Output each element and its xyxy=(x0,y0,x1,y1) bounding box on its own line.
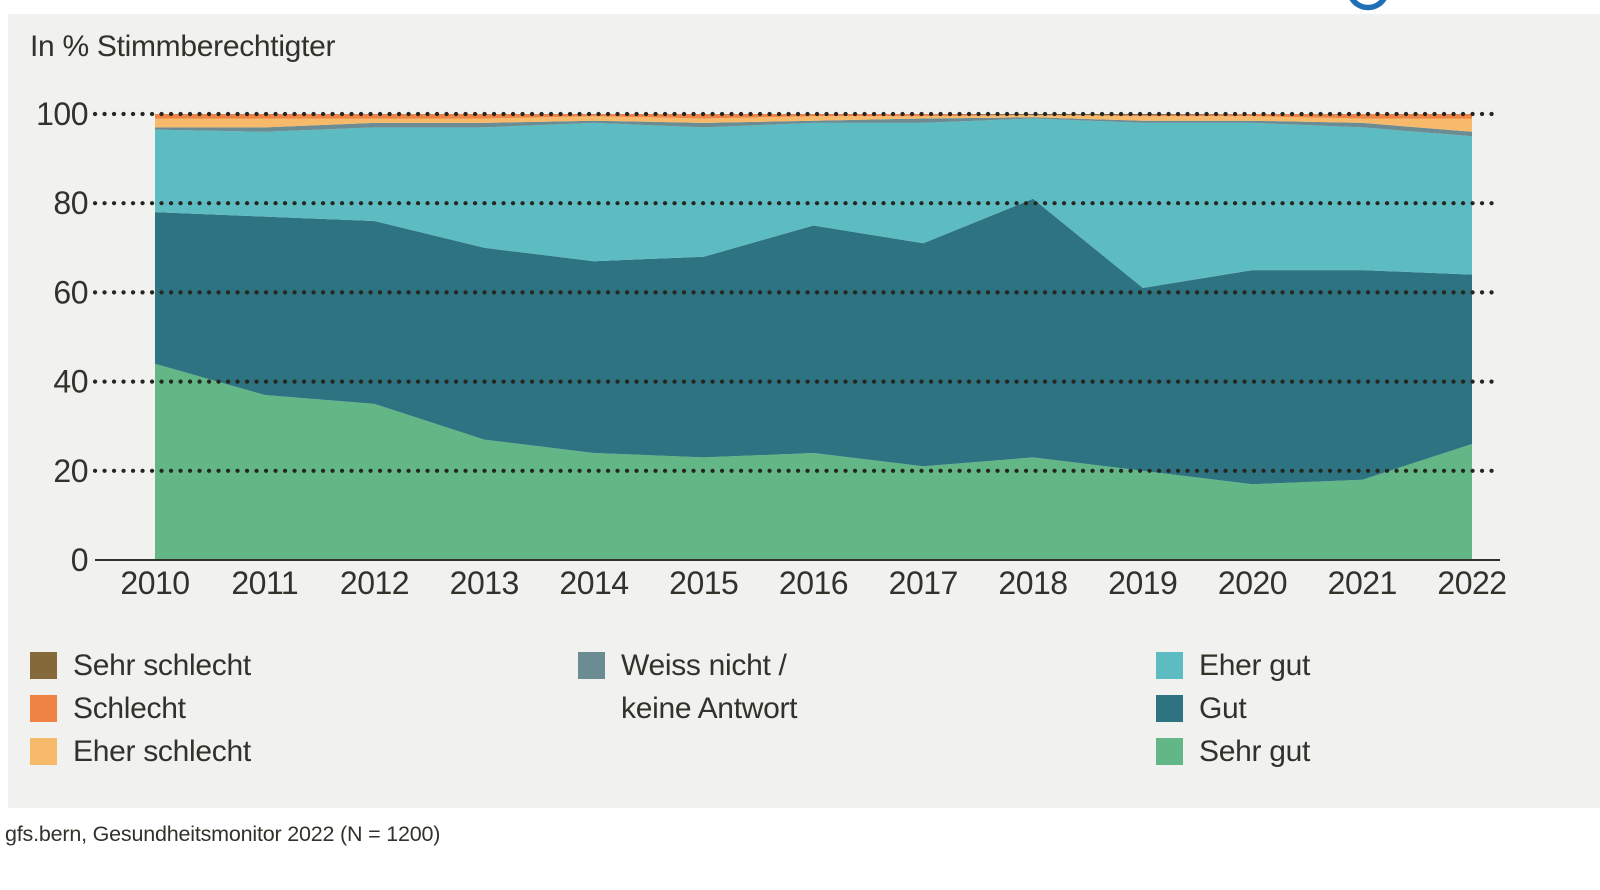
blue-circle-arc xyxy=(1349,0,1387,11)
legend-item-schlecht: Schlecht xyxy=(30,687,251,730)
legend-label: Gut xyxy=(1199,692,1247,725)
area-weiss-nicht-keine-antwort xyxy=(155,117,1472,137)
legend-label-line1: Weiss nicht / xyxy=(621,649,787,682)
legend-label-line2: keine Antwort xyxy=(621,692,798,725)
y-tick-label-80: 80 xyxy=(53,185,88,221)
legend-swatch-eher-gut xyxy=(1156,652,1183,679)
legend-item-sehr-gut: Sehr gut xyxy=(1156,730,1310,773)
x-tick-label-2018: 2018 xyxy=(998,565,1067,601)
y-tick-label-60: 60 xyxy=(53,274,88,310)
x-tick-label-2010: 2010 xyxy=(120,565,189,601)
y-tick-label-20: 20 xyxy=(53,453,88,489)
legend-label: Sehr gut xyxy=(1199,735,1311,768)
legend-item-gut: Gut xyxy=(1156,687,1310,730)
x-tick-label-2022: 2022 xyxy=(1437,565,1506,601)
x-tick-label-2013: 2013 xyxy=(450,565,519,601)
x-tick-label-2020: 2020 xyxy=(1218,565,1287,601)
partial-logo-icon xyxy=(1349,0,1387,11)
x-tick-label-2021: 2021 xyxy=(1328,565,1397,601)
legend-label: Sehr schlecht xyxy=(73,649,251,682)
x-tick-label-2015: 2015 xyxy=(669,565,738,601)
legend-item-sehr-schlecht: Sehr schlecht xyxy=(30,644,251,687)
area-eher-gut xyxy=(155,118,1472,288)
legend-swatch-sehr-schlecht xyxy=(30,652,57,679)
y-tick-label-100: 100 xyxy=(36,96,88,132)
chart-title: In % Stimmberechtigter xyxy=(30,30,336,63)
legend-item-eher-schlecht: Eher schlecht xyxy=(30,730,251,773)
y-tick-label-40: 40 xyxy=(53,364,88,400)
legend-label: Schlecht xyxy=(73,692,186,725)
source-note: gfs.bern, Gesundheitsmonitor 2022 (N = 1… xyxy=(5,822,441,846)
legend-column-weiss-nicht: Weiss nicht / keine Antwort xyxy=(578,644,798,730)
x-tick-label-2011: 2011 xyxy=(231,565,298,601)
y-tick-label-0: 0 xyxy=(71,542,88,578)
legend-swatch-eher-schlecht xyxy=(30,738,57,765)
x-tick-label-2017: 2017 xyxy=(889,565,958,601)
legend-label: Eher schlecht xyxy=(73,735,251,768)
area-gut xyxy=(155,198,1472,485)
area-sehr-gut xyxy=(155,363,1472,560)
x-tick-label-2019: 2019 xyxy=(1108,565,1177,601)
x-tick-label-2016: 2016 xyxy=(779,565,848,601)
area-sehr-schlecht xyxy=(155,114,1472,116)
legend-item-eher-gut: Eher gut xyxy=(1156,644,1310,687)
legend-label: Weiss nicht / keine Antwort xyxy=(621,644,798,730)
x-tick-label-2012: 2012 xyxy=(340,565,409,601)
legend-swatch-schlecht xyxy=(30,695,57,722)
area-eher-schlecht xyxy=(155,115,1472,132)
legend-swatch-weiss-nicht xyxy=(578,652,605,679)
legend-column-positive: Eher gut Gut Sehr gut xyxy=(1156,644,1310,773)
legend-swatch-sehr-gut xyxy=(1156,738,1183,765)
legend-item-weiss-nicht: Weiss nicht / keine Antwort xyxy=(578,644,798,730)
legend-column-negative: Sehr schlecht Schlecht Eher schlecht xyxy=(30,644,251,773)
legend-label: Eher gut xyxy=(1199,649,1311,682)
legend-swatch-gut xyxy=(1156,695,1183,722)
x-tick-label-2014: 2014 xyxy=(559,565,628,601)
